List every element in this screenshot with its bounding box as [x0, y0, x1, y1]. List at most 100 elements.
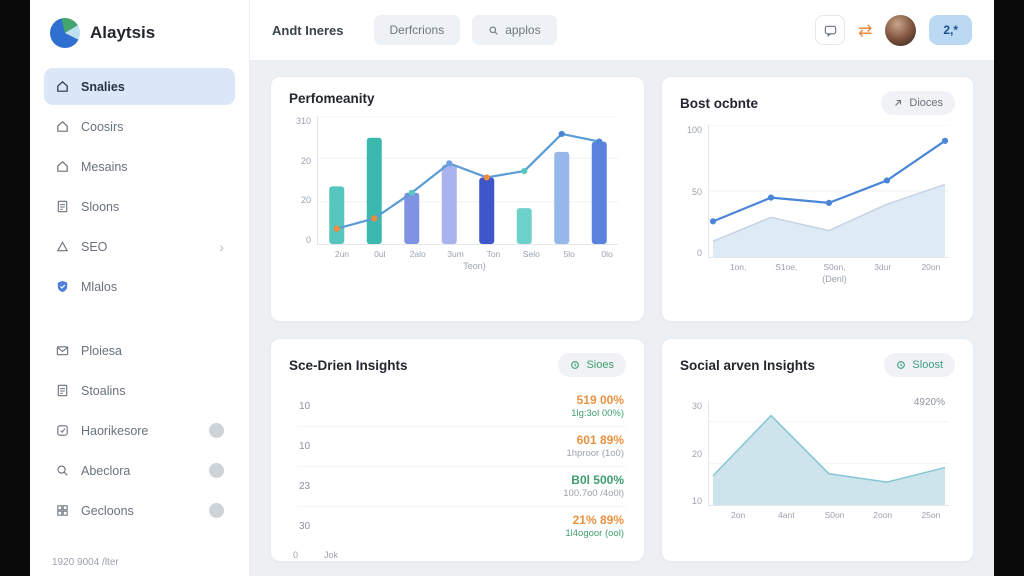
- card-header: Perfomeanity: [289, 91, 626, 106]
- footer-label: Jok: [324, 549, 339, 560]
- swap-arrows-icon: ⇄: [858, 20, 873, 40]
- triangle-icon: [56, 241, 69, 252]
- notification-badge: [209, 503, 224, 518]
- header-actions: ⇄ 2,*: [815, 14, 972, 46]
- sidebar-item-analytics[interactable]: Snalies: [44, 68, 235, 105]
- button-label: Sioes: [586, 359, 614, 371]
- nav-section-divider: [44, 308, 235, 332]
- sioes-button[interactable]: Sioes: [558, 353, 626, 377]
- messages-button[interactable]: [815, 15, 846, 45]
- card-performance: Perfomeanity 310 20 20 0 2un 0ul 2alo 3um Ton Se…: [270, 76, 645, 322]
- page-title: Andt Ineres: [272, 22, 344, 38]
- axis-label: 310: [295, 116, 311, 126]
- row-subvalue: 100.7o0 /4o0l): [563, 487, 624, 499]
- x-axis-title: Teon): [463, 261, 486, 271]
- sidebar-nav: Snalies Coosirs Mesains Sloons SEO: [44, 68, 235, 532]
- document-icon: [57, 384, 68, 397]
- y-axis: 100 50 0: [680, 125, 708, 258]
- chart-area: 30 20 10 4920%: [680, 397, 955, 506]
- row-subvalue: 1hproor (1o0): [566, 447, 624, 459]
- social-chart: 4920%: [708, 397, 949, 506]
- insight-row[interactable]: 10 601 89% 1hproor (1o0): [297, 427, 626, 467]
- axis-label: S1oe,: [775, 262, 798, 272]
- derfcrions-button[interactable]: Derfcrions: [373, 15, 461, 45]
- insight-list: 10 519 00% 1lg:3ol 00%) 10 601 89% 1hpro…: [289, 387, 626, 546]
- sidebar-item-label: Sloons: [81, 199, 120, 214]
- insight-row[interactable]: 23 B0l 500% 100.7o0 /4o0l): [297, 467, 626, 507]
- avatar[interactable]: [885, 14, 917, 46]
- dioces-button[interactable]: Dioces: [881, 91, 955, 115]
- card-header: Sce-Drien Insights Sioes: [289, 353, 626, 377]
- button-label: Sloost: [912, 359, 943, 371]
- axis-label: 4ant: [778, 510, 795, 520]
- sidebar-item-label: SEO: [81, 239, 108, 254]
- row-values: 601 89% 1hproor (1o0): [566, 433, 624, 460]
- chat-icon: [824, 25, 836, 37]
- sidebar-item-gecloons[interactable]: Gecloons: [44, 492, 235, 529]
- logo: Alaytsis: [44, 14, 235, 68]
- axis-label: 30: [691, 401, 702, 411]
- axis-label: 5lo: [563, 249, 575, 259]
- row-index: 23: [299, 480, 311, 492]
- card-title: Sce-Drien Insights: [289, 357, 408, 373]
- axis-label: 2un: [334, 249, 350, 259]
- y-axis: 30 20 10: [680, 401, 708, 506]
- sidebar-item-label: Abeclora: [81, 463, 131, 478]
- card-insights: Sce-Drien Insights Sioes 10 519 00% 1lg:…: [270, 338, 645, 562]
- row-value: 519 00%: [576, 393, 624, 407]
- sidebar-item-mlalos[interactable]: Mlalos: [44, 268, 235, 305]
- sidebar-footer-text: 1920 9004 /lter: [52, 557, 119, 568]
- clock-icon: [897, 361, 906, 369]
- search-button[interactable]: applos: [472, 15, 557, 45]
- x-axis: 2on 4ant S0on 2oon 25on: [714, 506, 955, 520]
- axis-label: S0on: [824, 510, 845, 520]
- sidebar-item-label: Mesains: [81, 159, 128, 174]
- top-bar: Andt Ineres Derfcrions applos ⇄ 2: [250, 0, 994, 60]
- row-index: 10: [299, 400, 311, 412]
- button-label: Derfcrions: [389, 23, 445, 37]
- sidebar-item-label: Coosirs: [81, 119, 124, 134]
- x-axis: 2un 0ul 2alo 3um Ton Selo 5lo 0lo: [323, 245, 626, 259]
- sidebar-item-coosirs[interactable]: Coosirs: [44, 108, 235, 145]
- axis-label: 20on: [921, 262, 941, 272]
- sidebar-item-seo[interactable]: SEO ›: [44, 228, 235, 265]
- sidebar-item-haorikesore[interactable]: Haorikesore: [44, 412, 235, 449]
- sidebar-item-mesains[interactable]: Mesains: [44, 148, 235, 185]
- axis-label: 2on: [731, 510, 746, 520]
- insight-row[interactable]: 30 21% 89% 1l4ogoor (ool): [297, 507, 626, 546]
- row-subvalue: 1lg:3ol 00%): [571, 408, 624, 419]
- footer-zero: 0: [293, 549, 299, 560]
- sidebar-item-label: Mlalos: [81, 279, 118, 294]
- axis-label: 20: [300, 155, 311, 166]
- clock-icon: [571, 361, 580, 369]
- home-icon: [57, 160, 68, 172]
- logo-text: Alaytsis: [90, 23, 156, 42]
- transfer-button[interactable]: ⇄: [858, 22, 872, 39]
- shield-icon: [57, 280, 68, 293]
- row-values: 519 00% 1lg:3ol 00%): [571, 393, 624, 420]
- search-icon: [57, 465, 68, 476]
- sidebar-item-sloons[interactable]: Sloons: [44, 188, 235, 225]
- row-values: 21% 89% 1l4ogoor (ool): [565, 513, 624, 540]
- card-content: Bost ocbnte Dioces 100 50 0 1on, S1oe, S0on,…: [661, 76, 974, 322]
- y-axis: 310 20 20 0: [289, 116, 317, 245]
- card-title: Bost ocbnte: [680, 95, 759, 111]
- card-social: Social arven Insights Sloost 30 20 10 4920…: [661, 338, 974, 562]
- axis-label: 3um: [447, 249, 464, 259]
- x-axis: 1on, S1oe, S0on, 3dur 20on: [714, 258, 955, 272]
- dashboard-grid: Perfomeanity 310 20 20 0 2un 0ul 2alo 3um Ton Se…: [250, 60, 994, 576]
- card-title: Social arven Insights: [680, 357, 816, 373]
- sloost-button[interactable]: Sloost: [884, 353, 955, 377]
- counter-button[interactable]: 2,*: [929, 15, 972, 45]
- axis-label: 100: [686, 125, 702, 135]
- sidebar-item-abeclora[interactable]: Abeclora: [44, 452, 235, 489]
- performance-chart: [317, 116, 618, 245]
- card-header: Social arven Insights Sloost: [680, 353, 955, 377]
- grid-icon: [57, 505, 68, 516]
- sidebar-item-ploiesa[interactable]: Ploiesa: [44, 332, 235, 369]
- row-subvalue: 1l4ogoor (ool): [565, 527, 624, 539]
- insight-row[interactable]: 10 519 00% 1lg:3ol 00%): [297, 387, 626, 427]
- sidebar-item-stoalins[interactable]: Stoalins: [44, 372, 235, 409]
- row-index: 10: [299, 440, 311, 452]
